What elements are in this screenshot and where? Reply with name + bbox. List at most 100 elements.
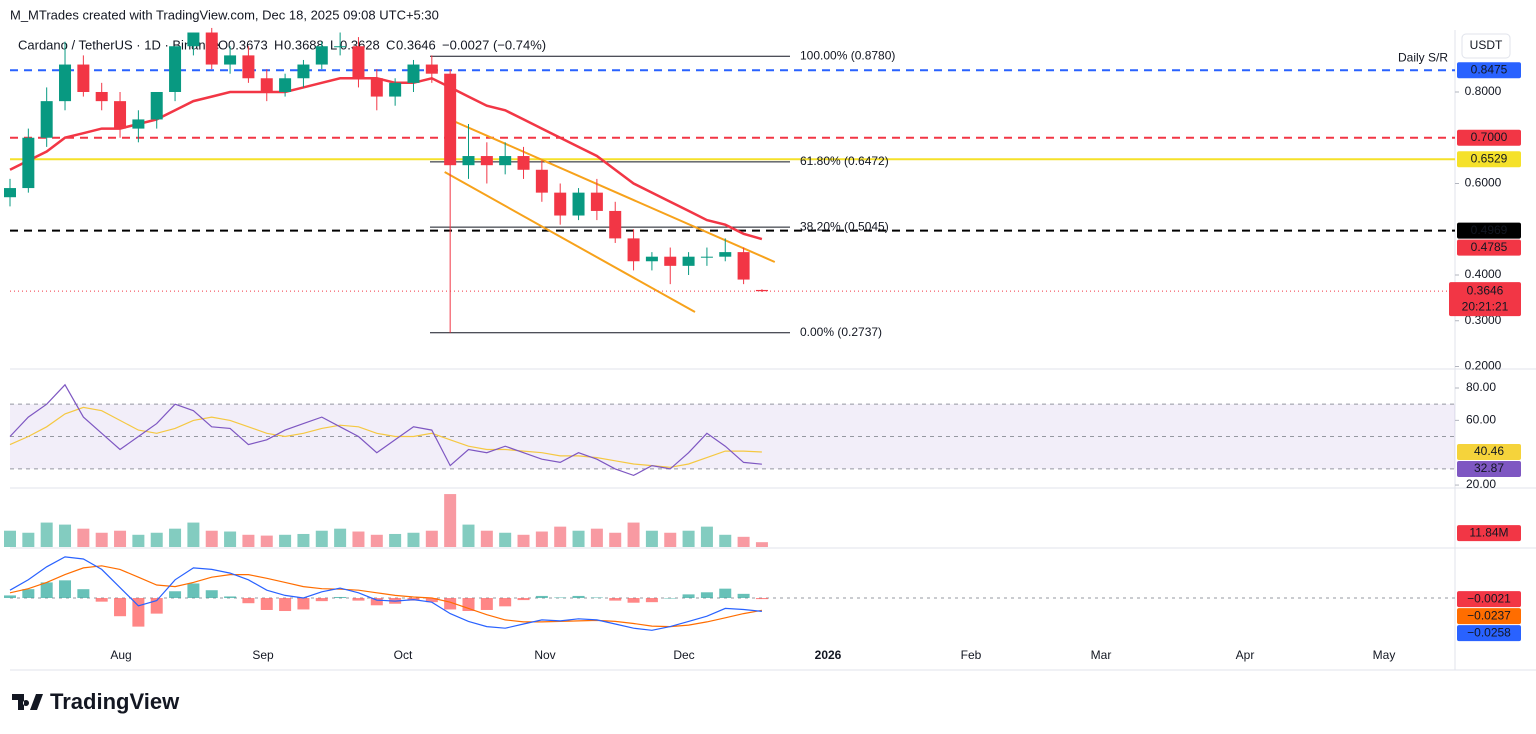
volume-bar bbox=[22, 532, 35, 547]
fib-label: 61.80% (0.6472) bbox=[800, 154, 889, 168]
level-note: Daily S/R bbox=[1398, 50, 1448, 64]
macd-histogram-bar bbox=[444, 598, 457, 610]
credit: M_MTrades created with TradingView.com, … bbox=[10, 7, 439, 22]
candle-body bbox=[609, 210, 622, 239]
macd-histogram-bar bbox=[352, 598, 365, 601]
macd-histogram-bar bbox=[114, 598, 127, 617]
volume-bar bbox=[572, 530, 585, 547]
volume-bar bbox=[389, 533, 402, 547]
candle-body bbox=[242, 55, 255, 79]
volume-bar bbox=[150, 532, 163, 547]
candle-body bbox=[315, 46, 328, 65]
ohlc-key: H bbox=[274, 37, 283, 52]
volume-bar bbox=[444, 494, 457, 547]
currency[interactable]: USDT bbox=[1470, 38, 1503, 52]
y-tick-label: 0.4000 bbox=[1465, 267, 1502, 281]
candle-body bbox=[535, 169, 548, 193]
candle-body bbox=[590, 192, 603, 211]
candle-body bbox=[59, 64, 72, 102]
ohlc-value: 0.3628 bbox=[340, 37, 380, 52]
y-tick-label: 0.8000 bbox=[1465, 84, 1502, 98]
price-badge bbox=[1457, 62, 1521, 79]
volume-bar bbox=[169, 528, 182, 547]
volume-bar bbox=[95, 532, 108, 547]
macd-histogram-bar bbox=[700, 592, 713, 599]
candle-body bbox=[169, 46, 182, 92]
price-badge bbox=[1457, 460, 1521, 477]
y-tick-label: 60.00 bbox=[1466, 413, 1496, 427]
logo-icon bbox=[12, 694, 43, 710]
macd-histogram-bar bbox=[609, 598, 622, 601]
volume-bar bbox=[59, 524, 72, 547]
price-badge-label: 32.87 bbox=[1474, 461, 1504, 475]
price-badge bbox=[1457, 129, 1521, 146]
candle-body bbox=[645, 256, 658, 262]
price-badge bbox=[1457, 443, 1521, 460]
y-tick-label: 0.6000 bbox=[1465, 176, 1502, 190]
volume-badge bbox=[1457, 525, 1521, 542]
price-badge-label: 0.8475 bbox=[1471, 62, 1508, 76]
x-tick-label: May bbox=[1373, 648, 1396, 662]
fib-label: 38.20% (0.5045) bbox=[800, 219, 889, 233]
volume-bar bbox=[187, 522, 200, 547]
candle-body bbox=[389, 82, 402, 97]
volume-bar bbox=[755, 542, 768, 547]
x-tick-label: Dec bbox=[673, 648, 694, 662]
candle-body bbox=[297, 64, 310, 79]
candle-body bbox=[352, 46, 365, 79]
ohlc-value: 0.3673 bbox=[228, 37, 268, 52]
macd-histogram-bar bbox=[719, 588, 732, 599]
volume-bar bbox=[645, 530, 658, 547]
candle-body bbox=[737, 252, 750, 280]
candle-body bbox=[114, 101, 127, 129]
volume-bar bbox=[480, 530, 493, 547]
candle-body bbox=[425, 64, 438, 74]
macd-histogram-bar bbox=[554, 597, 567, 599]
volume-bar bbox=[719, 534, 732, 547]
macd-histogram-bar bbox=[95, 598, 108, 602]
volume-bar bbox=[462, 524, 475, 547]
price-badge-label: −0.0021 bbox=[1467, 591, 1511, 605]
candle-body bbox=[132, 119, 145, 129]
current-price-label: 0.3646 bbox=[1467, 283, 1504, 297]
volume-bar bbox=[224, 531, 237, 547]
candle-body bbox=[572, 192, 585, 216]
candle-body bbox=[95, 91, 108, 102]
candle-body bbox=[755, 289, 768, 292]
x-tick-label: Mar bbox=[1091, 648, 1112, 662]
current-price-badge bbox=[1449, 282, 1521, 317]
ohlc-key: C bbox=[386, 37, 395, 52]
volume-bar bbox=[77, 528, 90, 547]
macd-histogram-bar bbox=[462, 598, 475, 612]
volume-bar bbox=[517, 534, 530, 547]
y-tick-label: 20.00 bbox=[1466, 477, 1496, 491]
macd-histogram-bar bbox=[535, 595, 548, 599]
channel-line bbox=[444, 171, 696, 313]
candle-body bbox=[279, 78, 292, 92]
macd-histogram-bar bbox=[627, 598, 640, 603]
price-badge-label: −0.0237 bbox=[1467, 608, 1511, 622]
candle-body bbox=[260, 78, 273, 92]
candle-body bbox=[444, 73, 457, 166]
macd-histogram-bar bbox=[315, 598, 328, 602]
candle-body bbox=[517, 156, 530, 170]
candle-body bbox=[150, 91, 163, 120]
macd-histogram-bar bbox=[169, 591, 182, 599]
price-badge bbox=[1457, 591, 1521, 608]
macd-histogram-bar bbox=[480, 598, 493, 610]
macd-histogram-bar bbox=[590, 597, 603, 599]
volume-bar bbox=[737, 536, 750, 547]
logo: TradingView bbox=[12, 689, 180, 714]
volume-bar bbox=[554, 526, 567, 547]
volume-bar bbox=[609, 532, 622, 547]
volume-bar bbox=[535, 531, 548, 547]
candle-body bbox=[77, 64, 90, 92]
currency-button[interactable] bbox=[1461, 33, 1511, 59]
candle-body bbox=[187, 32, 200, 47]
volume-bar bbox=[627, 522, 640, 547]
macd-histogram-bar bbox=[572, 595, 585, 599]
macd-histogram-bar bbox=[645, 598, 658, 603]
candle-body bbox=[334, 46, 347, 48]
channel-line bbox=[455, 121, 776, 263]
macd-histogram-bar bbox=[297, 598, 310, 610]
